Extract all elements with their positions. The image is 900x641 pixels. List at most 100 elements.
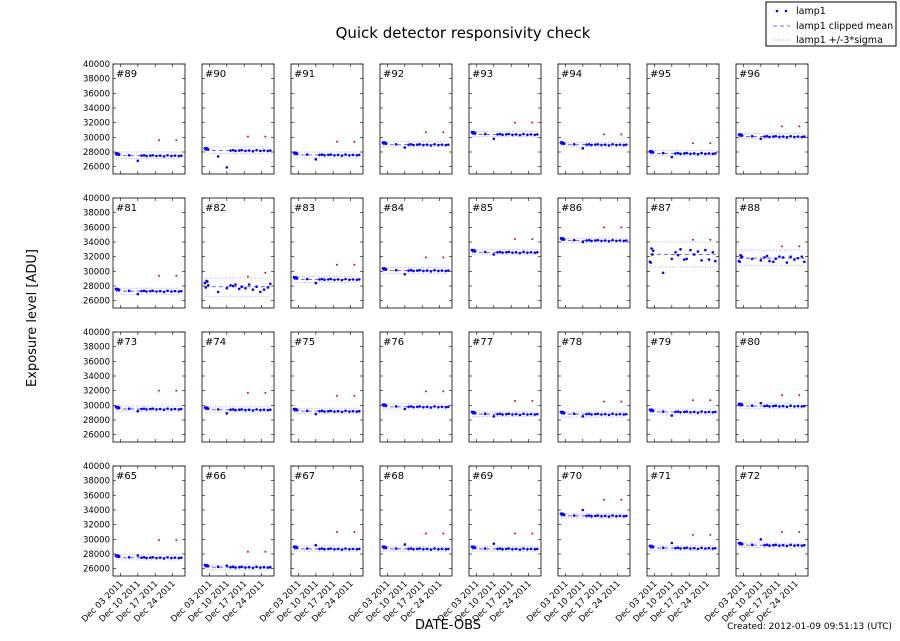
data-point — [158, 556, 162, 559]
data-point — [685, 546, 689, 550]
data-point — [320, 547, 324, 550]
panel-label: #93 — [472, 69, 493, 80]
data-point — [216, 565, 220, 569]
data-point — [771, 135, 775, 138]
data-point — [326, 547, 330, 551]
panel-92: #92 — [379, 63, 453, 175]
data-point — [581, 508, 585, 512]
data-point — [173, 154, 177, 157]
data-point — [415, 547, 419, 551]
data-point — [793, 258, 796, 261]
data-point — [444, 547, 448, 551]
data-point — [244, 149, 247, 153]
data-point — [407, 143, 410, 146]
data-point — [707, 258, 711, 261]
outlier-point — [691, 399, 694, 402]
data-point — [320, 153, 324, 156]
data-point — [355, 410, 359, 413]
data-point — [268, 282, 272, 286]
data-point — [651, 409, 655, 413]
data-point — [492, 542, 496, 546]
outlier-point — [780, 125, 783, 128]
data-point — [535, 547, 539, 551]
x-axis-label: DATE-OBS — [415, 618, 481, 633]
data-point — [483, 250, 487, 254]
data-point — [522, 412, 525, 416]
y-tick-label: 40000 — [83, 194, 110, 204]
data-point — [585, 143, 588, 146]
panel-frame — [290, 63, 364, 175]
data-point — [357, 547, 361, 551]
data-point — [615, 143, 618, 147]
data-point — [344, 277, 347, 281]
data-point — [622, 143, 626, 147]
data-point — [707, 410, 711, 414]
data-point — [593, 143, 597, 146]
data-point — [781, 256, 785, 259]
data-point — [674, 152, 677, 155]
data-point — [333, 410, 336, 413]
data-point — [802, 260, 806, 264]
y-tick-label: 38000 — [83, 75, 110, 85]
data-point — [596, 143, 600, 146]
data-point — [696, 411, 700, 414]
panel-label: #71 — [650, 471, 671, 482]
data-point — [696, 250, 700, 253]
data-point — [425, 143, 429, 146]
data-point — [166, 556, 169, 559]
y-tick-label: 36000 — [83, 357, 110, 367]
data-point — [295, 152, 299, 156]
data-point — [136, 159, 140, 163]
panel-label: #74 — [205, 337, 226, 348]
data-point — [774, 404, 778, 408]
data-point — [707, 546, 711, 550]
y-tick-label: 28000 — [83, 148, 110, 158]
data-point — [355, 547, 359, 551]
data-point — [216, 290, 220, 294]
data-point — [140, 556, 143, 559]
outlier-point — [335, 531, 338, 533]
data-point — [802, 404, 806, 408]
data-point — [336, 278, 340, 281]
data-point — [651, 151, 655, 154]
data-point — [348, 278, 351, 282]
data-point — [700, 259, 703, 262]
data-point — [768, 135, 771, 139]
data-point — [789, 134, 792, 138]
panel-frame — [290, 197, 364, 309]
panel-label: #69 — [472, 471, 493, 482]
data-point — [340, 410, 344, 414]
panel-96: #96 — [735, 63, 809, 175]
data-point — [318, 153, 321, 157]
data-point — [533, 251, 537, 254]
data-point — [682, 152, 686, 155]
data-point — [615, 239, 618, 243]
outlier-point — [798, 394, 801, 397]
panel-label: #87 — [650, 203, 671, 214]
data-point — [251, 149, 255, 153]
data-point — [785, 136, 789, 139]
data-point — [535, 133, 539, 136]
outlier-point — [620, 400, 623, 403]
panel-label: #73 — [116, 337, 137, 348]
data-point — [425, 547, 429, 551]
data-point — [800, 135, 804, 139]
panel-label: #92 — [383, 69, 404, 80]
y-tick-label: 34000 — [83, 238, 110, 248]
data-point — [750, 134, 754, 138]
y-tick-label: 32000 — [83, 521, 110, 531]
outlier-point — [780, 531, 783, 533]
data-point — [738, 260, 742, 264]
data-point — [685, 257, 689, 261]
data-point — [140, 289, 143, 293]
panel-label: #83 — [294, 203, 315, 214]
data-point — [136, 554, 140, 557]
data-point — [237, 408, 241, 412]
data-point — [344, 153, 347, 156]
data-point — [305, 547, 309, 550]
data-point — [607, 239, 611, 243]
outlier-point — [798, 531, 801, 533]
data-point — [268, 149, 272, 152]
y-tick-label: 30000 — [83, 401, 110, 411]
panel-95: #95 — [646, 63, 720, 175]
